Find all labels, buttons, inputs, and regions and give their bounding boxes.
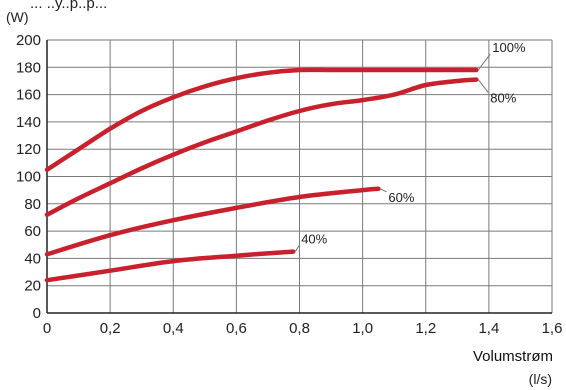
x-tick-label: 0,8 xyxy=(289,320,310,337)
x-tick-label: 0,2 xyxy=(100,320,121,337)
series-label-80: 80% xyxy=(490,91,516,106)
grid xyxy=(46,39,553,314)
x-tick-label: 0 xyxy=(43,320,51,337)
series-line-60 xyxy=(44,186,381,257)
x-tick-label: 0,4 xyxy=(163,320,184,337)
series-label-leader-80 xyxy=(477,79,489,93)
series-label-leader-40 xyxy=(294,245,300,252)
y-tick-label: 160 xyxy=(16,87,41,104)
series-layer xyxy=(44,67,479,283)
header-text: ... ..y..p..p... xyxy=(30,0,107,12)
x-tick-label: 1,4 xyxy=(478,320,499,337)
y-axis-unit: (W) xyxy=(6,9,29,25)
y-tick-label: 200 xyxy=(16,32,41,49)
series-line-80 xyxy=(44,77,479,217)
series-labels: 100% 80% 60% 40% xyxy=(294,40,526,252)
x-tick-label: 1,0 xyxy=(352,320,373,337)
x-tick-label: 1,2 xyxy=(415,320,436,337)
y-tick-label: 40 xyxy=(24,250,41,267)
series-line-100 xyxy=(44,67,479,172)
x-axis-unit: (l/s) xyxy=(529,371,552,387)
y-tick-label: 0 xyxy=(33,305,41,322)
y-tick-label: 100 xyxy=(16,169,41,186)
series-label-40: 40% xyxy=(301,232,327,247)
x-tick-label: 0,6 xyxy=(226,320,247,337)
y-tick-label: 180 xyxy=(16,59,41,76)
series-label-leader-60 xyxy=(380,188,387,193)
x-tick-label: 1,6 xyxy=(542,320,563,337)
series-label-60: 60% xyxy=(388,190,414,205)
tick-labels: 0 0,2 0,4 0,6 0,8 1,0 1,2 1,4 1,6 0 20 40 60 80 100 120… xyxy=(16,32,562,337)
x-axis-title: Volumstrøm xyxy=(473,348,553,365)
series-line-40 xyxy=(44,249,296,283)
series-label-100: 100% xyxy=(492,40,526,55)
y-tick-label: 60 xyxy=(24,223,41,240)
y-tick-label: 20 xyxy=(24,278,41,295)
series-label-leader-100 xyxy=(477,53,491,71)
y-tick-label: 140 xyxy=(16,114,41,131)
y-tick-label: 80 xyxy=(24,196,41,213)
y-tick-label: 120 xyxy=(16,141,41,158)
